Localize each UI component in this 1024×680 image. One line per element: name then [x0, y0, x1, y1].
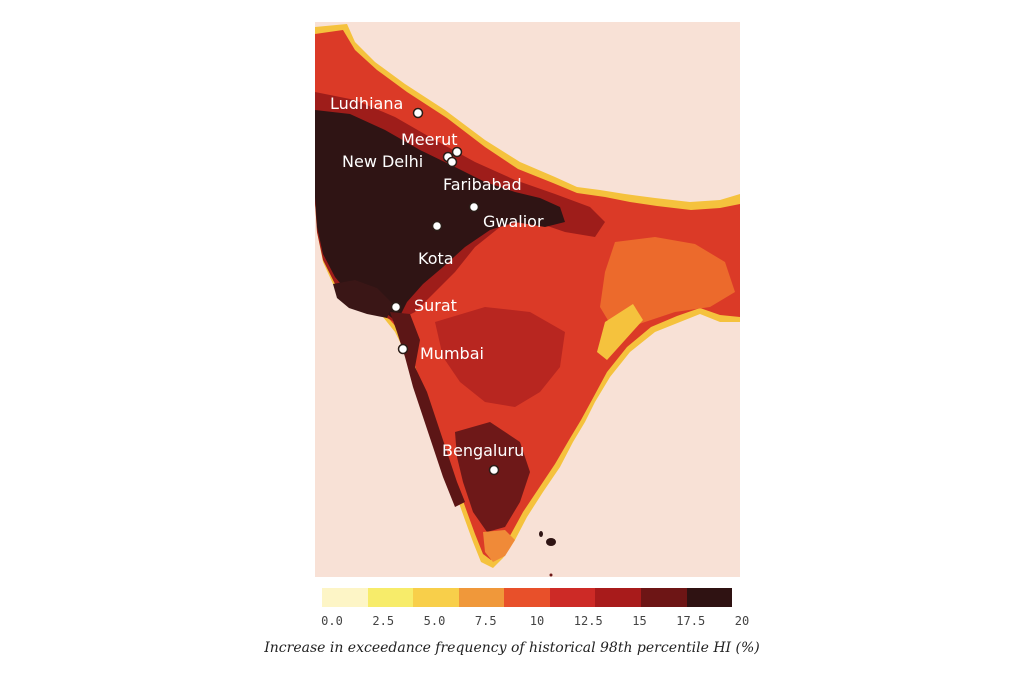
- legend-swatch: [458, 588, 505, 607]
- region-deccan: [435, 307, 565, 407]
- legend-swatch: [504, 588, 550, 607]
- legend-title: Increase in exceedance frequency of hist…: [264, 640, 760, 656]
- city-label-new-delhi: New Delhi: [342, 152, 423, 171]
- city-marker-bengaluru: [488, 464, 500, 476]
- city-marker-surat: [390, 301, 402, 313]
- legend-swatch: [640, 588, 687, 607]
- city-label-meerut: Meerut: [401, 130, 457, 149]
- legend-swatch: [413, 588, 459, 607]
- island-sri-lanka: [546, 538, 556, 546]
- legend-tick-label: 2.5: [372, 614, 395, 628]
- legend-tick-label: 20: [734, 614, 750, 628]
- city-marker-meerut: [451, 146, 463, 158]
- map-canvas: Ludhiana Meerut New Delhi Faribabad Gwalior K…: [315, 24, 740, 577]
- region-westcoast: [390, 312, 465, 507]
- city-marker-kota: [431, 220, 443, 232]
- city-marker-mumbai: [397, 343, 409, 355]
- legend-bar: [322, 588, 733, 607]
- island-small: [539, 531, 543, 537]
- island-dot: [549, 573, 553, 577]
- legend-tick-label: 5.0: [423, 614, 446, 628]
- region-tip: [483, 530, 515, 562]
- city-marker-ludhiana: [412, 107, 424, 119]
- city-layer: Ludhiana Meerut New Delhi Faribabad Gwalior K…: [330, 94, 544, 476]
- legend-tick-label: 15: [632, 614, 647, 628]
- legend-swatch: [549, 588, 596, 607]
- city-marker-gwalior: [468, 201, 480, 213]
- city-label-surat: Surat: [414, 296, 457, 315]
- legend-ticks: 0.0 2.5 5.0 7.5 10 12.5 15 17.5 20: [321, 614, 749, 630]
- legend-swatch: [686, 588, 733, 607]
- city-label-kota: Kota: [418, 249, 454, 268]
- region-darkest: [315, 110, 565, 322]
- legend-swatch: [367, 588, 414, 607]
- legend-swatch: [595, 588, 641, 607]
- region-south: [455, 422, 530, 532]
- heat-index-map: Ludhiana Meerut New Delhi Faribabad Gwalior K…: [315, 22, 740, 577]
- city-label-mumbai: Mumbai: [420, 344, 484, 363]
- city-label-faribabad: Faribabad: [443, 175, 522, 194]
- legend-tick-label: 10: [529, 614, 545, 628]
- legend-tick-label: 12.5: [573, 614, 603, 628]
- legend-tick-label: 17.5: [676, 614, 706, 628]
- legend-swatch: [322, 588, 368, 607]
- patch-yellow-coast: [597, 304, 643, 360]
- city-label-bengaluru: Bengaluru: [442, 441, 524, 460]
- region-kathiawar: [333, 280, 393, 318]
- city-label-ludhiana: Ludhiana: [330, 94, 403, 113]
- city-marker-faribabad: [446, 156, 458, 168]
- city-label-gwalior: Gwalior: [483, 212, 544, 231]
- legend-tick-label: 7.5: [474, 614, 497, 628]
- color-legend: [322, 588, 733, 607]
- legend-tick-label: 0.0: [321, 614, 343, 628]
